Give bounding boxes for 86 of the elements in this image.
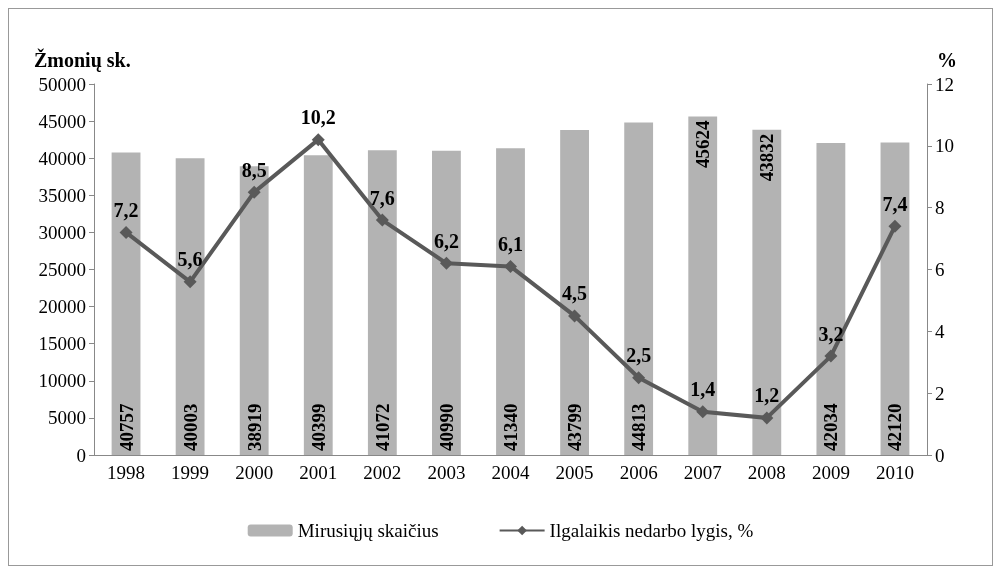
x-tick-label: 2010 bbox=[875, 462, 914, 483]
point bbox=[696, 405, 710, 419]
bar bbox=[624, 122, 654, 455]
data-label: 5,6 bbox=[177, 248, 203, 271]
data-label: 7,6 bbox=[369, 186, 395, 209]
point bbox=[119, 225, 133, 239]
y2-tick-label: 10 bbox=[935, 135, 954, 157]
y2-tick-label: 4 bbox=[935, 320, 945, 342]
data-label: 43799 bbox=[564, 403, 586, 451]
data-label: 42120 bbox=[884, 403, 906, 451]
data-label: 10,2 bbox=[300, 106, 336, 129]
bar bbox=[560, 130, 589, 455]
x-tick-label: 2004 bbox=[491, 462, 530, 483]
legend-label: Ilgalaikis nedarbo lygis, % bbox=[549, 520, 754, 541]
point bbox=[888, 219, 902, 233]
data-label: 6,1 bbox=[498, 232, 523, 255]
y-tick-label: 10000 bbox=[38, 370, 86, 392]
y-tick-label: 25000 bbox=[38, 259, 86, 280]
bar bbox=[432, 150, 461, 455]
data-label: 41340 bbox=[500, 403, 521, 451]
x-tick-label: 2008 bbox=[747, 462, 786, 483]
bar bbox=[880, 142, 910, 455]
x-tick-label: 2007 bbox=[683, 462, 722, 483]
y-tick-label: 5000 bbox=[48, 407, 86, 429]
point bbox=[247, 185, 261, 199]
bar bbox=[111, 152, 141, 455]
data-label: 1,2 bbox=[754, 384, 780, 407]
data-label: 44813 bbox=[628, 403, 650, 451]
y-axis-title: Žmonių sk. bbox=[34, 48, 131, 72]
bar bbox=[367, 150, 397, 455]
x-tick-label: 2006 bbox=[619, 462, 658, 483]
y-tick-label: 20000 bbox=[38, 296, 86, 318]
bar bbox=[752, 129, 782, 455]
point bbox=[760, 411, 774, 425]
x-tick-label: 2001 bbox=[299, 462, 338, 483]
data-label: 42034 bbox=[820, 403, 842, 451]
data-label: 40757 bbox=[115, 403, 137, 451]
bar bbox=[816, 143, 846, 455]
data-label: 7,2 bbox=[113, 198, 139, 221]
data-label: 40003 bbox=[179, 403, 201, 451]
bar bbox=[688, 116, 718, 455]
x-tick-label: 2005 bbox=[555, 462, 594, 483]
x-tick-label: 2002 bbox=[363, 462, 402, 483]
y-tick-label: 40000 bbox=[38, 147, 86, 169]
bar bbox=[175, 158, 205, 455]
point bbox=[183, 275, 197, 289]
data-label: 4,5 bbox=[562, 282, 588, 305]
data-label: 2,5 bbox=[626, 344, 652, 367]
y-tick-label: 50000 bbox=[38, 73, 86, 95]
point bbox=[375, 213, 389, 227]
y2-tick-label: 2 bbox=[935, 382, 945, 404]
data-label: 3,2 bbox=[818, 322, 844, 345]
y-tick-label: 15000 bbox=[38, 333, 86, 355]
y2-tick-label: 12 bbox=[935, 73, 954, 95]
y-tick-label: 30000 bbox=[38, 221, 86, 243]
data-label: 45624 bbox=[692, 119, 714, 168]
data-label: 8,5 bbox=[241, 158, 267, 181]
point bbox=[632, 371, 646, 385]
point bbox=[824, 349, 838, 363]
x-tick-label: 2003 bbox=[427, 462, 466, 483]
data-label: 40399 bbox=[307, 403, 329, 451]
point bbox=[439, 256, 453, 270]
x-tick-label: 2009 bbox=[811, 462, 850, 483]
point bbox=[504, 259, 517, 273]
y2-tick-label: 8 bbox=[935, 197, 945, 219]
y2-axis-title: % bbox=[937, 49, 957, 71]
data-label: 43832 bbox=[756, 133, 778, 182]
data-label: 40990 bbox=[435, 403, 457, 451]
y-tick-label: 0 bbox=[76, 444, 86, 466]
x-tick-label: 1998 bbox=[107, 462, 146, 483]
bar bbox=[303, 155, 333, 455]
point bbox=[568, 309, 582, 323]
data-label: 1,4 bbox=[690, 378, 716, 401]
bar bbox=[496, 148, 525, 455]
y-tick-label: 35000 bbox=[38, 184, 86, 206]
y-tick-label: 45000 bbox=[38, 110, 86, 132]
data-label: 7,4 bbox=[882, 192, 908, 215]
data-label: 38919 bbox=[243, 403, 265, 451]
x-tick-label: 2000 bbox=[235, 462, 274, 483]
legend-label: Mirusiųjų skaičius bbox=[297, 520, 439, 541]
data-label: 41072 bbox=[371, 403, 393, 451]
y2-tick-label: 0 bbox=[935, 444, 945, 466]
y2-tick-label: 6 bbox=[935, 259, 945, 280]
data-label: 6,2 bbox=[433, 229, 459, 252]
point bbox=[311, 133, 325, 147]
x-tick-label: 1999 bbox=[171, 462, 210, 483]
